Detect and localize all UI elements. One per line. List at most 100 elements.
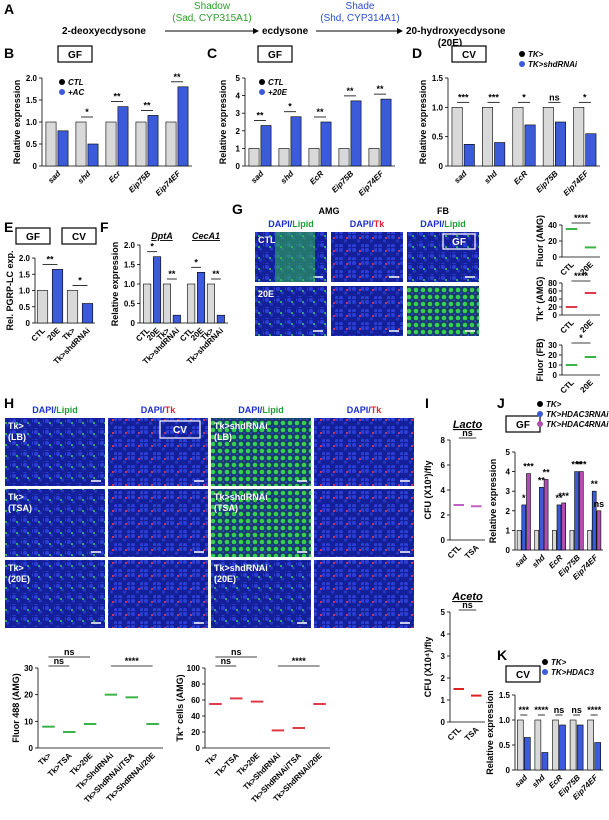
bar bbox=[117, 106, 129, 167]
image-label: (20E) bbox=[8, 574, 30, 584]
bar bbox=[587, 719, 594, 771]
bar bbox=[75, 121, 87, 167]
y-tick-label: 1 bbox=[441, 696, 446, 705]
enzyme-detail: (Sad, CYP315A1) bbox=[172, 13, 252, 24]
bar bbox=[578, 471, 584, 551]
bar bbox=[135, 121, 147, 167]
bar bbox=[569, 530, 575, 551]
legend-label: TK>shdRNAi bbox=[528, 60, 578, 69]
significance: * bbox=[288, 102, 292, 112]
y-tick-label: 1.5 bbox=[124, 261, 136, 270]
bar bbox=[524, 124, 536, 167]
y-tick-label: 4 bbox=[441, 630, 446, 639]
x-tick-label: Tk> bbox=[37, 751, 54, 768]
y-tick-label: 4 bbox=[236, 92, 241, 101]
y-axis-label: CFU (X10⁴)/fly bbox=[423, 637, 433, 697]
bar bbox=[576, 724, 584, 771]
x-tick-label: sad bbox=[249, 168, 266, 185]
y-tick-label: 1.5 bbox=[19, 270, 31, 279]
bar bbox=[587, 530, 592, 551]
bar bbox=[278, 148, 290, 167]
significance: * bbox=[150, 242, 154, 252]
bar bbox=[559, 724, 566, 771]
y-tick-label: 4 bbox=[506, 468, 511, 477]
legend-label: CTL bbox=[68, 78, 84, 87]
y-tick-label: 0 bbox=[441, 718, 446, 727]
x-tick-label: 20E bbox=[578, 378, 595, 395]
bar bbox=[526, 473, 531, 551]
significance: *** bbox=[523, 462, 534, 472]
micrograph bbox=[108, 489, 208, 557]
bar bbox=[187, 283, 196, 324]
y-tick-label: 2 bbox=[441, 674, 446, 683]
y-tick-label: 1 bbox=[506, 526, 511, 535]
y-tick-label: 0.5 bbox=[19, 303, 31, 312]
y-tick-label: 8 bbox=[441, 436, 446, 445]
channel-header: DAPI/Tk bbox=[141, 405, 177, 415]
significance: *** bbox=[558, 491, 569, 501]
significance: ns bbox=[64, 647, 75, 657]
significance: ** bbox=[316, 107, 324, 117]
y-tick-label: 2 bbox=[506, 507, 511, 516]
y-tick-label: 10 bbox=[548, 361, 557, 370]
bar bbox=[87, 143, 99, 167]
x-tick-label: shd bbox=[530, 772, 547, 789]
y-axis-label: Fluor (FB) bbox=[535, 339, 545, 382]
x-tick-label: TSA bbox=[463, 543, 481, 561]
micrograph bbox=[275, 232, 315, 282]
x-tick-label: shd bbox=[530, 552, 547, 569]
significance: ** bbox=[346, 86, 354, 96]
bar bbox=[542, 107, 554, 167]
x-tick-label: Tk> bbox=[204, 751, 221, 768]
y-tick-label: 0.5 bbox=[124, 300, 136, 309]
bar bbox=[543, 479, 549, 551]
y-tick-label: 0 bbox=[553, 311, 558, 320]
tag: CV bbox=[173, 425, 187, 436]
x-tick-label: CTL bbox=[559, 318, 576, 335]
tag: GF bbox=[26, 232, 40, 243]
significance: ** bbox=[591, 479, 599, 489]
bar bbox=[574, 471, 579, 551]
tag-box bbox=[442, 233, 476, 250]
x-tick-label: sad bbox=[513, 772, 530, 789]
y-tick-label: 20 bbox=[548, 303, 557, 312]
bar bbox=[556, 504, 562, 551]
bar bbox=[320, 121, 332, 167]
x-tick-label: Eip74EF bbox=[562, 168, 591, 197]
panel-letter: G bbox=[232, 201, 243, 217]
y-tick-label: 60 bbox=[548, 287, 557, 296]
significance: ** bbox=[555, 493, 563, 503]
x-tick-label: Eip75B bbox=[534, 169, 560, 195]
y-tick-label: 1.0 bbox=[124, 280, 136, 289]
y-axis-label: Relative expression bbox=[418, 80, 428, 165]
y-tick-label: 100 bbox=[187, 664, 201, 673]
bar bbox=[162, 283, 171, 324]
y-axis-label: Rel. PGRP-LC exp. bbox=[5, 250, 15, 330]
y-tick-label: 40 bbox=[548, 221, 557, 230]
panel-letter: C bbox=[207, 45, 217, 61]
significance: * bbox=[583, 92, 587, 102]
micrograph bbox=[5, 489, 105, 557]
legend-label: +20E bbox=[268, 88, 288, 97]
significance: ** bbox=[173, 72, 181, 82]
bar bbox=[541, 752, 549, 771]
y-axis-label: CFU (X10³)/fly bbox=[423, 460, 433, 519]
bar bbox=[539, 486, 544, 551]
significance: ns bbox=[221, 656, 232, 666]
significance: ns bbox=[54, 656, 65, 666]
panel-letter: I bbox=[425, 395, 429, 411]
bar bbox=[552, 530, 557, 551]
image-label: (TSA) bbox=[214, 503, 238, 513]
y-tick-label: 1.0 bbox=[499, 716, 511, 725]
x-tick-label: Eip74EF bbox=[154, 168, 183, 197]
bar bbox=[521, 504, 527, 551]
x-tick-label: Eip75B bbox=[330, 169, 356, 195]
bar bbox=[596, 510, 602, 551]
y-axis-label: Relative expression bbox=[12, 80, 22, 165]
y-tick-label: 2.0 bbox=[124, 241, 136, 250]
micrograph bbox=[211, 418, 311, 486]
bar bbox=[380, 98, 392, 167]
significance: * bbox=[78, 276, 82, 286]
channel-header: DAPI/Tk bbox=[347, 405, 383, 415]
